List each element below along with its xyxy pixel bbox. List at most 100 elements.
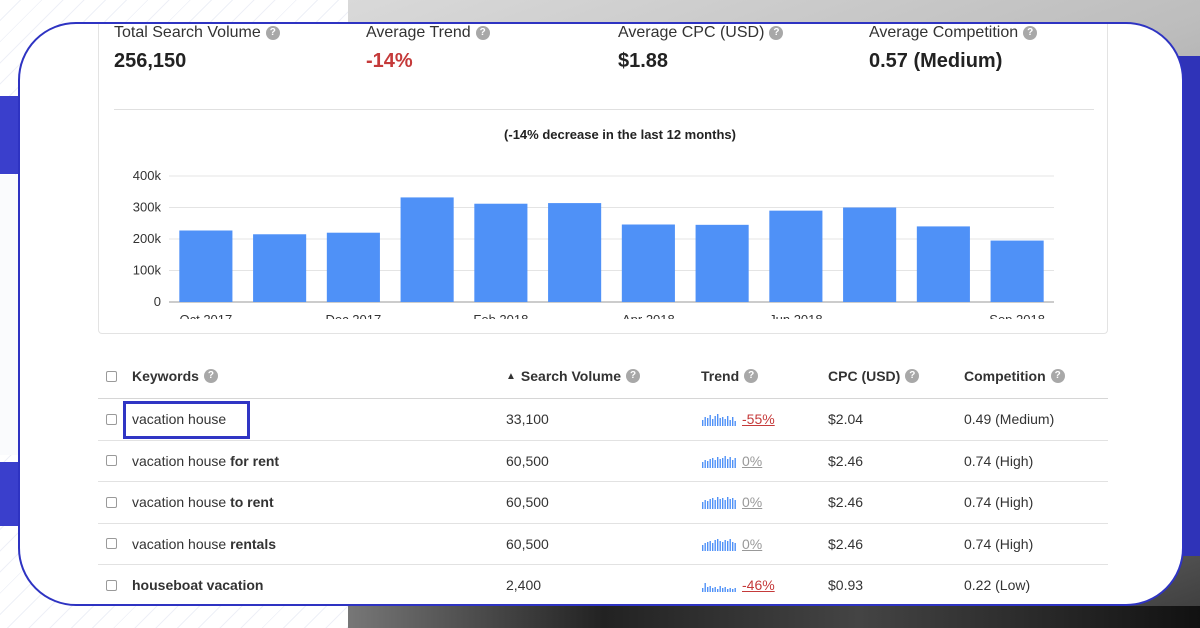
keywords-table: Keywords? ▲ Search Volume? Trend? CPC (US… [98, 354, 1108, 604]
help-icon[interactable]: ? [1050, 369, 1065, 383]
help-icon[interactable]: ? [475, 26, 490, 40]
chart-bar[interactable] [253, 234, 307, 302]
column-label: CPC (USD) [828, 368, 901, 384]
trend-sparkline-icon [702, 497, 736, 510]
table-row: vacation house rentals 60,500 0% $2.46 0… [98, 524, 1108, 565]
y-tick-label: 300k [133, 200, 162, 215]
keyword-text: vacation house rentals [132, 535, 276, 552]
trend-cell: 0% [701, 482, 762, 523]
competition-cell: 0.49 (Medium) [964, 411, 1055, 428]
column-header-search-volume[interactable]: ▲ Search Volume? [506, 354, 641, 398]
x-tick-label: Apr 2018 [622, 312, 675, 319]
column-header-cpc[interactable]: CPC (USD)? [828, 354, 920, 398]
row-checkbox[interactable] [106, 538, 117, 550]
competition-cell: 0.22 (Low) [964, 577, 1031, 594]
help-icon[interactable]: ? [905, 369, 920, 383]
search-volume-cell: 33,100 [506, 411, 549, 428]
table-row: vacation house to rent 60,500 0% $2.46 0… [98, 482, 1108, 524]
stat-total-search-volume: Total Search Volume? 256,150 [114, 24, 364, 73]
x-tick-label: Dec 2017 [326, 312, 382, 319]
cpc-cell: $2.46 [828, 494, 864, 511]
report-content: Total Search Volume? 256,150 Average Tre… [98, 24, 1108, 604]
cpc-cell: $2.46 [828, 535, 864, 552]
table-row: vacation house 33,100 -55% $2.04 0.49 (M… [98, 399, 1108, 441]
trend-percent-link[interactable]: 0% [742, 494, 763, 511]
stat-value: 256,150 [114, 50, 187, 72]
stat-label: Average CPC (USD) [618, 24, 765, 41]
column-header-keywords[interactable]: Keywords? [132, 354, 218, 398]
cpc-cell: $0.93 [828, 577, 864, 594]
sort-ascending-icon: ▲ [506, 370, 516, 382]
help-icon[interactable]: ? [203, 369, 218, 383]
keyword-cell: houseboat vacation [132, 565, 264, 604]
column-label: Trend [701, 368, 740, 384]
help-icon[interactable]: ? [265, 26, 280, 40]
chart-bar[interactable] [548, 203, 602, 302]
column-header-trend[interactable]: Trend? [701, 354, 759, 398]
row-checkbox[interactable] [106, 413, 117, 425]
help-icon[interactable]: ? [769, 26, 784, 40]
cpc-cell: $2.04 [828, 411, 864, 428]
trend-cell: -55% [701, 399, 775, 440]
help-icon[interactable]: ? [744, 369, 759, 383]
stat-average-trend: Average Trend? -14% [366, 24, 616, 73]
trend-sparkline-icon [702, 538, 736, 551]
keyword-cell: vacation house for rent [132, 441, 279, 482]
y-tick-label: 100k [133, 263, 162, 278]
stat-value: $1.88 [618, 50, 669, 72]
stat-average-cpc: Average CPC (USD)? $1.88 [618, 24, 868, 73]
y-tick-label: 200k [133, 231, 162, 246]
chart-bar[interactable] [769, 210, 823, 302]
chart-title: (-14% decrease in the last 12 months) [504, 127, 736, 142]
trend-percent-link[interactable]: -55% [742, 411, 775, 428]
help-icon[interactable]: ? [1023, 26, 1038, 40]
divider [114, 109, 1094, 110]
competition-cell: 0.74 (High) [964, 535, 1034, 552]
chart-bar[interactable] [474, 203, 528, 302]
chart-bar[interactable] [326, 232, 380, 302]
stat-label: Average Competition [869, 24, 1019, 41]
stat-label: Average Trend [366, 24, 471, 41]
search-volume-chart: (-14% decrease in the last 12 months) 0 1… [133, 127, 1054, 319]
keyword-text: vacation house for rent [132, 452, 280, 469]
x-tick-label: Sep 2018 [989, 312, 1045, 319]
trend-cell: 0% [701, 524, 762, 565]
stat-value: 0.57 (Medium) [869, 50, 1003, 72]
chart-bars [179, 197, 1044, 303]
y-tick-label: 0 [154, 294, 161, 309]
row-checkbox[interactable] [106, 455, 117, 467]
chart-bar[interactable] [695, 224, 749, 302]
x-tick-label: Jun 2018 [769, 312, 823, 319]
stat-value: -14% [366, 50, 413, 72]
y-tick-label: 400k [133, 168, 162, 183]
chart-bar[interactable] [621, 224, 675, 302]
chart-y-axis: 0 100k 200k 300k 400k [133, 168, 162, 309]
stat-average-competition: Average Competition? 0.57 (Medium) [869, 24, 1119, 73]
row-checkbox[interactable] [106, 579, 117, 591]
column-label: Competition [964, 368, 1046, 384]
trend-percent-link[interactable]: -46% [742, 577, 775, 594]
keyword-text: vacation house [132, 411, 227, 428]
chart-bar[interactable] [400, 197, 454, 302]
trend-percent-link[interactable]: 0% [742, 535, 763, 552]
chart-bar[interactable] [916, 226, 970, 302]
keyword-text: vacation house to rent [132, 494, 274, 511]
table-header: Keywords? ▲ Search Volume? Trend? CPC (US… [98, 354, 1108, 399]
chart-bar[interactable] [843, 207, 897, 303]
table-row: houseboat vacation 2,400 -46% $0.93 0.22… [98, 565, 1108, 604]
keyword-cell: vacation house to rent [132, 482, 274, 523]
row-checkbox[interactable] [106, 496, 117, 508]
summary-panel: Total Search Volume? 256,150 Average Tre… [98, 24, 1108, 334]
search-volume-cell: 60,500 [506, 452, 549, 469]
keyword-report-card: Total Search Volume? 256,150 Average Tre… [18, 22, 1184, 606]
trend-sparkline-icon [702, 414, 736, 427]
trend-sparkline-icon [702, 583, 736, 593]
keyword-text: houseboat vacation [132, 577, 264, 594]
chart-bar[interactable] [990, 240, 1044, 302]
help-icon[interactable]: ? [626, 369, 641, 383]
column-header-competition[interactable]: Competition? [964, 354, 1065, 398]
trend-percent-link[interactable]: 0% [742, 452, 763, 469]
column-label: Search Volume [520, 368, 622, 384]
chart-bar[interactable] [179, 230, 233, 302]
select-all-checkbox[interactable] [106, 370, 117, 382]
